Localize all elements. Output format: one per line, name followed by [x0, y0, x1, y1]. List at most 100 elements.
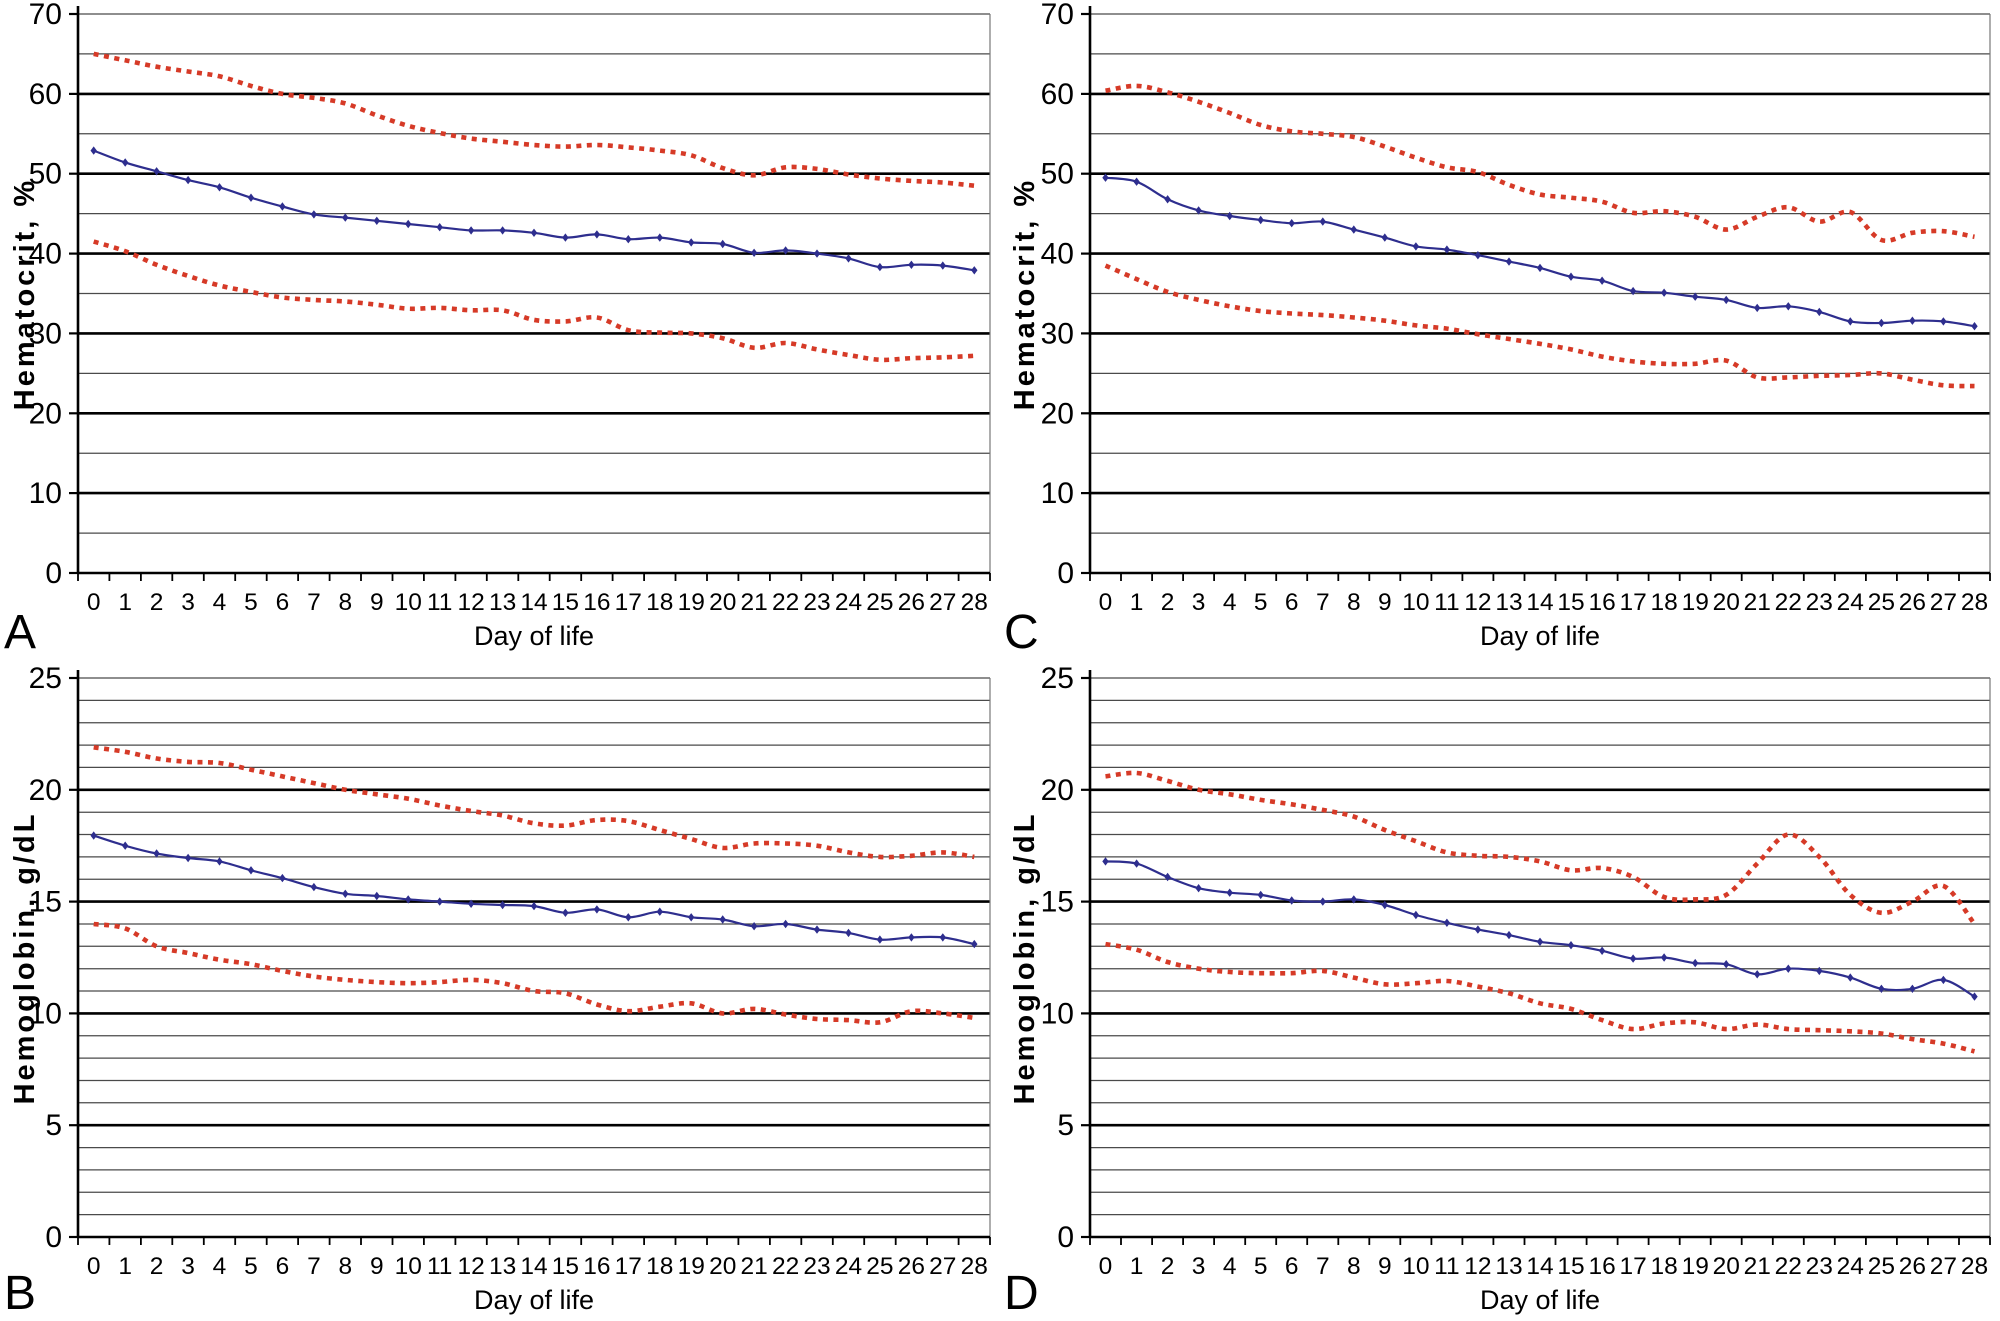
panel-letter: B — [4, 1267, 36, 1320]
x-tick-label: 17 — [1619, 1253, 1646, 1280]
x-tick-label: 22 — [1775, 589, 1802, 616]
x-tick-label: 1 — [118, 589, 132, 616]
y-tick-label: 10 — [29, 477, 62, 510]
x-tick-label: 23 — [803, 589, 830, 616]
x-tick-label: 21 — [1744, 1253, 1771, 1280]
x-tick-label: 19 — [678, 1253, 705, 1280]
chart-panel-B: 0 5 10 15 20 25 0 1 2 3 4 5 6 7 8 9 10 11 12 13 14 15 16 17 18 19… — [0, 660, 1000, 1321]
x-tick-label: 27 — [929, 1253, 956, 1280]
x-tick-label: 14 — [520, 1253, 547, 1280]
x-tick-label: 21 — [740, 589, 767, 616]
y-tick-label: 20 — [29, 774, 62, 807]
x-tick-label: 7 — [1316, 1253, 1330, 1280]
x-tick-label: 0 — [1099, 1253, 1113, 1280]
x-tick-label: 14 — [520, 589, 547, 616]
y-tick-label: 10 — [1041, 477, 1074, 510]
x-tick-label: 6 — [1285, 1253, 1299, 1280]
x-tick-label: 1 — [1130, 589, 1144, 616]
panel-letter: A — [4, 606, 36, 659]
x-tick-label: 25 — [866, 589, 893, 616]
x-tick-label: 0 — [87, 589, 101, 616]
x-tick-label: 9 — [370, 1253, 384, 1280]
x-tick-label: 15 — [1557, 1253, 1584, 1280]
x-tick-label: 4 — [1223, 1253, 1237, 1280]
series-upper_dotted_limit — [93, 745, 975, 860]
x-tick-label: 27 — [929, 589, 956, 616]
x-tick-label: 28 — [961, 589, 988, 616]
y-tick-label: 10 — [1041, 997, 1074, 1030]
x-tick-label: 27 — [1930, 589, 1957, 616]
series-mean_solid — [1105, 860, 1976, 998]
x-axis-title: Day of life — [1480, 621, 1600, 651]
y-tick-label: 20 — [1041, 774, 1074, 807]
y-tick-label: 0 — [45, 557, 62, 590]
x-tick-label: 26 — [898, 589, 925, 616]
y-tick-label: 10 — [29, 997, 62, 1030]
x-tick-label: 24 — [1837, 1253, 1864, 1280]
x-tick-label: 8 — [338, 589, 352, 616]
x-tick-label: 21 — [1744, 589, 1771, 616]
x-tick-label: 10 — [1402, 1253, 1429, 1280]
x-tick-label: 16 — [583, 589, 610, 616]
y-tick-label: 30 — [1041, 317, 1074, 350]
x-tick-label: 12 — [1464, 589, 1491, 616]
x-tick-label: 2 — [1161, 589, 1175, 616]
y-tick-label: 5 — [45, 1109, 62, 1142]
x-tick-label: 20 — [1713, 589, 1740, 616]
x-tick-label: 26 — [898, 1253, 925, 1280]
x-tick-label: 17 — [615, 1253, 642, 1280]
x-axis-title: Day of life — [474, 621, 594, 651]
y-tick-label: 0 — [1057, 1221, 1074, 1254]
series-mean_solid-markers — [90, 146, 978, 275]
panel-letter: C — [1004, 606, 1039, 659]
y-tick-label: 60 — [29, 78, 62, 111]
x-tick-label: 18 — [1650, 1253, 1677, 1280]
x-tick-label: 13 — [1495, 589, 1522, 616]
x-tick-label: 19 — [678, 589, 705, 616]
series-mean_solid — [93, 834, 975, 946]
x-axis-title: Day of life — [474, 1285, 594, 1315]
y-tick-label: 40 — [29, 238, 62, 271]
x-tick-label: 26 — [1899, 1253, 1926, 1280]
x-tick-label: 11 — [1434, 589, 1459, 616]
x-tick-label: 8 — [338, 1253, 352, 1280]
x-tick-label: 28 — [1961, 1253, 1988, 1280]
x-tick-label: 11 — [427, 1253, 452, 1280]
x-tick-label: 18 — [646, 589, 673, 616]
x-tick-label: 9 — [1378, 1253, 1392, 1280]
x-tick-label: 20 — [709, 589, 736, 616]
y-tick-label: 15 — [29, 886, 62, 919]
series-lower_dotted_limit — [1105, 941, 1976, 1054]
x-tick-label: 24 — [835, 589, 862, 616]
y-tick-label: 0 — [1057, 557, 1074, 590]
y-tick-label: 70 — [1041, 0, 1074, 31]
y-tick-label: 20 — [29, 397, 62, 430]
x-tick-label: 3 — [181, 1253, 195, 1280]
chart-panel-C: 0 10 20 30 40 50 60 70 0 1 2 3 4 5 6 7 8 9 10 11 12 13 14 15 16 1… — [1000, 0, 2000, 660]
x-tick-label: 25 — [1868, 1253, 1895, 1280]
y-tick-label: 25 — [1041, 662, 1074, 695]
x-tick-label: 10 — [395, 589, 422, 616]
x-tick-label: 16 — [583, 1253, 610, 1280]
x-tick-label: 25 — [1868, 589, 1895, 616]
x-tick-label: 3 — [181, 589, 195, 616]
x-tick-label: 6 — [276, 1253, 290, 1280]
y-tick-label: 15 — [1041, 886, 1074, 919]
x-tick-label: 9 — [1378, 589, 1392, 616]
chart-panel-D: 0 5 10 15 20 25 0 1 2 3 4 5 6 7 8 9 10 11 12 13 14 15 16 17 18 19… — [1000, 660, 2000, 1321]
x-tick-label: 4 — [1223, 589, 1237, 616]
series-mean_solid-markers — [1102, 173, 1978, 331]
x-tick-label: 0 — [87, 1253, 101, 1280]
x-tick-label: 7 — [307, 589, 321, 616]
x-tick-label: 18 — [646, 1253, 673, 1280]
x-tick-label: 12 — [1464, 1253, 1491, 1280]
x-tick-label: 3 — [1192, 1253, 1206, 1280]
y-tick-label: 5 — [1057, 1109, 1074, 1142]
x-tick-label: 25 — [866, 1253, 893, 1280]
y-axis-title: Hemoglobin, g/dL — [9, 812, 41, 1105]
x-tick-label: 21 — [740, 1253, 767, 1280]
